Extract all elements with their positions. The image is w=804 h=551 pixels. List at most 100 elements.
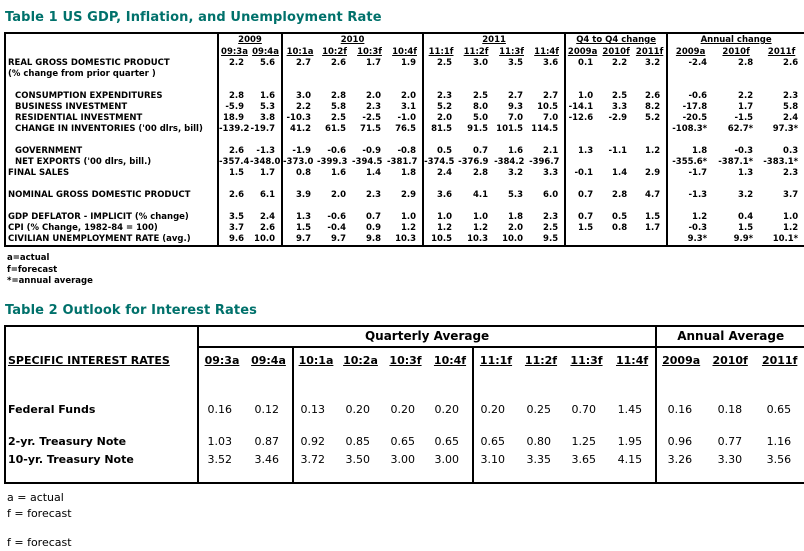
value-cell: 5.6: [250, 58, 282, 69]
value-cell: 76.5: [387, 124, 423, 135]
value-cell: 10.3: [458, 234, 494, 246]
value-cell: 2.5: [529, 223, 565, 234]
value-cell: 5.2: [633, 113, 667, 124]
value-cell: -139.2: [218, 124, 250, 135]
spacer-cell: [198, 416, 245, 430]
value-cell: [759, 179, 804, 190]
value-cell: -1.0: [387, 113, 423, 124]
value-cell: 3.56: [755, 448, 804, 466]
value-cell: 2.3: [759, 91, 804, 102]
value-cell: -374.5: [423, 157, 458, 168]
value-cell: 0.65: [383, 430, 428, 448]
column-header: 09:4a: [245, 347, 293, 367]
spacer-cell: [383, 466, 428, 483]
value-cell: 2.6: [250, 223, 282, 234]
value-cell: 0.77: [705, 430, 755, 448]
spacer-cell: [245, 466, 293, 483]
value-cell: 3.00: [383, 448, 428, 466]
corner-cell: [5, 33, 218, 46]
value-cell: 114.5: [529, 124, 565, 135]
value-cell: -0.6: [667, 91, 713, 102]
value-cell: [494, 69, 529, 80]
row-label: 10-yr. Treasury Note: [5, 448, 198, 466]
value-cell: [352, 80, 387, 91]
value-cell: 1.3: [565, 146, 599, 157]
value-cell: 1.0: [423, 212, 458, 223]
value-cell: 2.5: [317, 113, 352, 124]
value-cell: [250, 69, 282, 80]
value-cell: [218, 179, 250, 190]
spacer-cell: [338, 367, 383, 398]
value-cell: 9.3: [494, 102, 529, 113]
value-cell: 0.13: [293, 398, 338, 416]
value-cell: [565, 234, 599, 246]
value-cell: 2.9: [387, 190, 423, 201]
value-cell: [282, 80, 317, 91]
value-cell: 0.20: [428, 398, 473, 416]
column-header: 11:4f: [529, 46, 565, 58]
value-cell: -20.5: [667, 113, 713, 124]
row-label: CONSUMPTION EXPENDITURES: [5, 91, 218, 102]
spacer-cell: [338, 466, 383, 483]
value-cell: 3.1: [387, 102, 423, 113]
value-cell: 0.96: [656, 430, 705, 448]
value-cell: 2.7: [282, 58, 317, 69]
column-header: 11:2f: [458, 46, 494, 58]
column-group-header: Annual Average: [656, 326, 804, 347]
value-cell: 2.8: [713, 58, 759, 69]
value-cell: 3.72: [293, 448, 338, 466]
value-cell: 0.70: [564, 398, 609, 416]
spacer-cell: [705, 466, 755, 483]
spacer-cell: [198, 367, 245, 398]
value-cell: 4.15: [609, 448, 656, 466]
value-cell: 1.5: [218, 168, 250, 179]
spacer-cell: [755, 367, 804, 398]
table-row: [5, 179, 804, 190]
column-header: 09:4a: [250, 46, 282, 58]
corner-cell: [5, 326, 198, 347]
value-cell: 5.0: [458, 113, 494, 124]
row-label: GDP DEFLATOR - IMPLICIT (% change): [5, 212, 218, 223]
value-cell: [529, 201, 565, 212]
value-cell: [633, 135, 667, 146]
spacer-cell: [293, 367, 338, 398]
spacer-cell: [705, 367, 755, 398]
value-cell: [282, 179, 317, 190]
footnote-forecast: f=forecast: [7, 265, 802, 277]
row-label: NET EXPORTS ('00 dlrs, bill.): [5, 157, 218, 168]
value-cell: -0.3: [667, 223, 713, 234]
value-cell: [494, 201, 529, 212]
value-cell: -0.1: [565, 168, 599, 179]
value-cell: -357.4: [218, 157, 250, 168]
value-cell: [759, 201, 804, 212]
value-cell: [633, 124, 667, 135]
column-group-header: Quarterly Average: [198, 326, 656, 347]
value-cell: 3.26: [656, 448, 705, 466]
row-label: CIVILIAN UNEMPLOYMENT RATE (avg.): [5, 234, 218, 246]
value-cell: [599, 135, 633, 146]
value-cell: 0.4: [713, 212, 759, 223]
value-cell: [565, 80, 599, 91]
value-cell: 3.2: [494, 168, 529, 179]
column-header: 09:3a: [218, 46, 250, 58]
value-cell: 18.9: [218, 113, 250, 124]
value-cell: 0.7: [458, 146, 494, 157]
value-cell: [423, 179, 458, 190]
value-cell: 1.5: [282, 223, 317, 234]
row-label: [5, 80, 218, 91]
value-cell: [713, 201, 759, 212]
value-cell: 1.8: [494, 212, 529, 223]
value-cell: 2.0: [387, 91, 423, 102]
value-cell: 2.7: [494, 91, 529, 102]
value-cell: -17.8: [667, 102, 713, 113]
column-header: 10:3f: [383, 347, 428, 367]
value-cell: 0.85: [338, 430, 383, 448]
value-cell: 1.0: [565, 91, 599, 102]
value-cell: 3.46: [245, 448, 293, 466]
value-cell: 0.7: [352, 212, 387, 223]
